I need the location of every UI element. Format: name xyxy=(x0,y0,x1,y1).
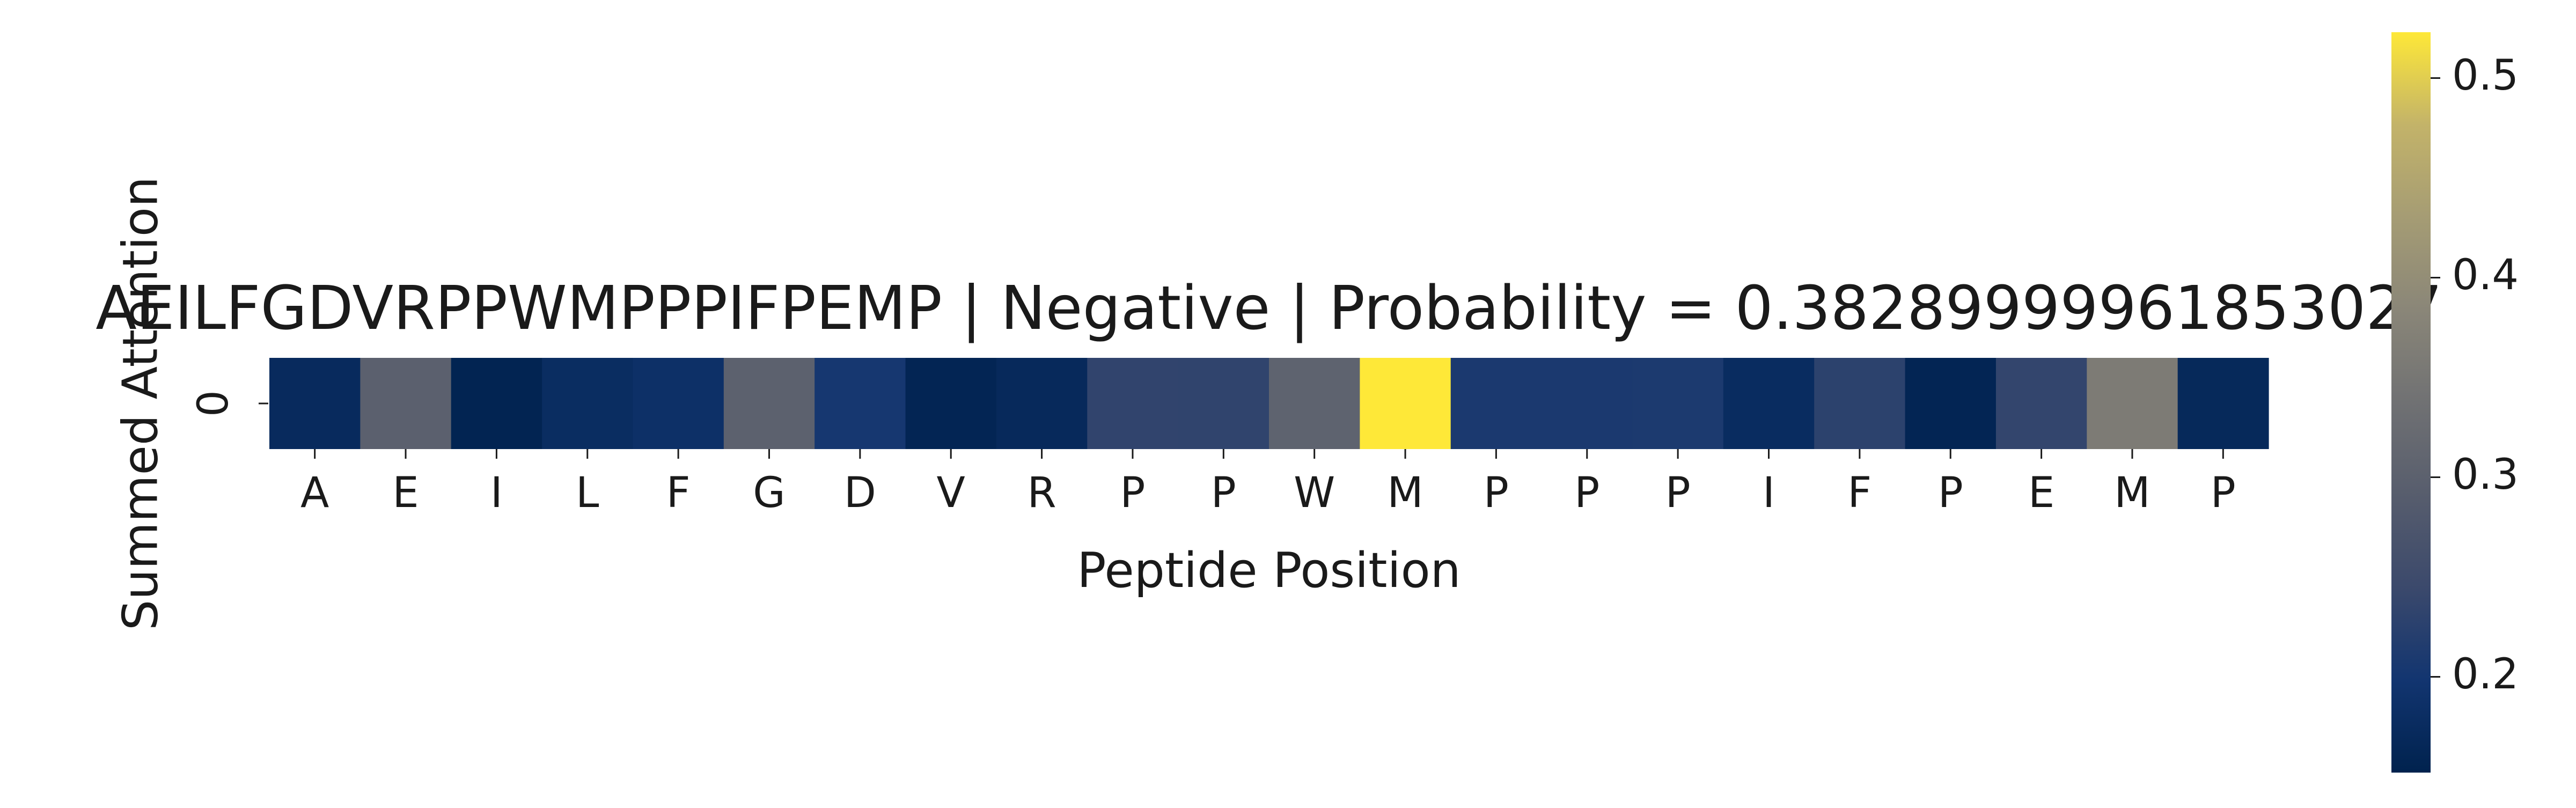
x-tick-label: R xyxy=(1027,469,1056,517)
x-tick-label: M xyxy=(2114,469,2150,517)
x-tick-label: D xyxy=(844,469,876,517)
x-tick-label: P xyxy=(2211,469,2236,517)
x-tick-label: I xyxy=(1763,469,1775,517)
colorbar-tick-label: 0.5 xyxy=(2452,52,2519,100)
x-tick-label: F xyxy=(666,469,691,517)
x-tick-label: W xyxy=(1294,469,1335,517)
x-tick-label: A xyxy=(300,469,329,517)
x-axis-label: Peptide Position xyxy=(1077,542,1461,599)
y-tick-label: 0 xyxy=(189,390,238,417)
heatmap-cell xyxy=(1269,358,1360,449)
heatmap-cell xyxy=(905,358,997,449)
x-tick-label: P xyxy=(1120,469,1145,517)
x-tick-label: M xyxy=(1387,469,1423,517)
x-tick-label: P xyxy=(1938,469,1963,517)
heatmap-cell xyxy=(1178,358,1269,449)
heatmap-cell xyxy=(2087,358,2178,449)
x-tick-label: E xyxy=(392,469,419,517)
y-axis-label: Summed Attention xyxy=(113,177,169,630)
colorbar-tick-label: 0.3 xyxy=(2452,451,2519,499)
heatmap-cells xyxy=(269,358,2269,449)
heatmap-cell xyxy=(1360,358,1451,449)
x-tick-label: P xyxy=(1211,469,1236,517)
heatmap-cell xyxy=(1995,358,2087,449)
heatmap-cell xyxy=(723,358,815,449)
chart-title: AEILFGDVRPPWMPPPIFPEMP | Negative | Prob… xyxy=(96,274,2442,343)
heatmap-cell xyxy=(1087,358,1179,449)
heatmap-cell xyxy=(2177,358,2269,449)
x-tick-label: P xyxy=(1665,469,1691,517)
x-tick-label: G xyxy=(753,469,785,517)
heatmap-cell xyxy=(542,358,634,449)
x-tick-label: P xyxy=(1574,469,1599,517)
heatmap-cell xyxy=(633,358,724,449)
heatmap-cell xyxy=(1905,358,1997,449)
x-tick-label: F xyxy=(1847,469,1872,517)
x-tick-label: L xyxy=(576,469,599,517)
colorbar-tick-label: 0.2 xyxy=(2452,650,2519,699)
heatmap-cell xyxy=(269,358,361,449)
x-tick-label: V xyxy=(937,469,965,517)
colorbar-ticks: 0.2 0.3 0.4 0.5 xyxy=(2431,52,2519,699)
heatmap-cell xyxy=(996,358,1088,449)
heatmap-cell xyxy=(814,358,906,449)
x-tick-label: P xyxy=(1484,469,1509,517)
heatmap-cell xyxy=(451,358,542,449)
colorbar xyxy=(2391,32,2431,773)
heatmap-cell xyxy=(1542,358,1633,449)
x-tick-label: E xyxy=(2028,469,2054,517)
colorbar-tick-label: 0.4 xyxy=(2452,251,2519,299)
heatmap-cell xyxy=(360,358,452,449)
heatmap-cell xyxy=(1450,358,1542,449)
heatmap-cell xyxy=(1814,358,1906,449)
x-tick-label: I xyxy=(490,469,503,517)
heatmap-cell xyxy=(1632,358,1724,449)
heatmap-cell xyxy=(1723,358,1815,449)
